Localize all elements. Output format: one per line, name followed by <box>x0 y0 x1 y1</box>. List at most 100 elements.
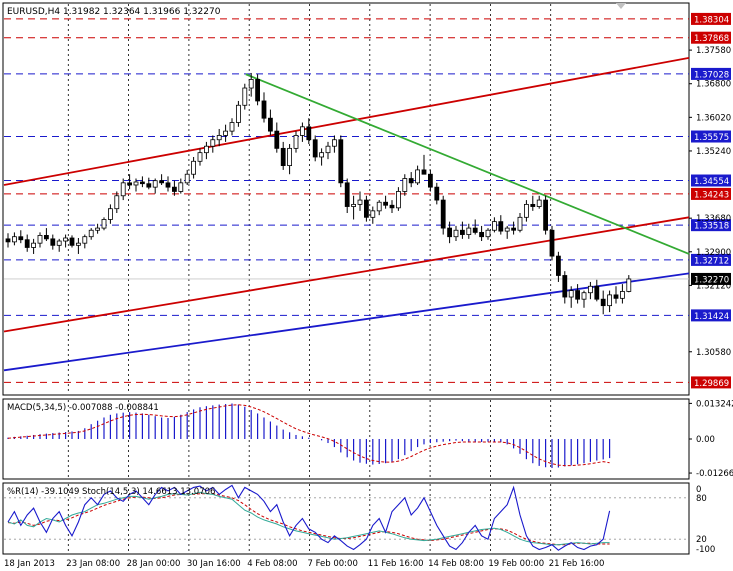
candle-body <box>223 130 229 136</box>
wpr-bottom-label: -100 <box>696 545 715 555</box>
x-tick-label: 4 Feb 08:00 <box>247 559 297 569</box>
candle-body <box>31 242 37 248</box>
x-tick-label: 19 Feb 00:00 <box>488 559 544 569</box>
candle-body <box>562 275 568 298</box>
axis-labels: 18 Jan 2013 23 Jan 08:00 28 Jan 00:00 30 Ja… <box>4 46 733 569</box>
chart-shift-marker-icon[interactable] <box>616 3 626 9</box>
trendline <box>245 73 690 255</box>
candle-body <box>299 126 305 136</box>
candle-body <box>44 235 49 240</box>
candle-body <box>415 169 421 184</box>
candle-body <box>402 178 408 192</box>
candle-body <box>395 191 401 209</box>
level-badge-label: 1.38304 <box>694 15 729 25</box>
candle-body <box>146 183 152 188</box>
candle-body <box>178 182 184 192</box>
wpr-top-label: 0 <box>696 485 701 495</box>
current-price-badge <box>691 272 731 285</box>
candle-body <box>472 227 478 233</box>
level-badge <box>691 174 731 187</box>
candle-body <box>498 221 504 232</box>
candle-body <box>363 199 369 218</box>
candle-body <box>421 169 427 175</box>
level-badge <box>691 12 731 25</box>
candle-body <box>82 236 88 244</box>
candle-body <box>24 239 30 248</box>
trendline <box>3 272 690 372</box>
level-badge-label: 1.29869 <box>694 379 729 389</box>
candle-body <box>274 130 280 149</box>
candle-body <box>159 180 165 184</box>
x-tick-label: 14 Feb 08:00 <box>428 559 484 569</box>
candle-body <box>568 290 574 298</box>
candle-body <box>530 203 536 207</box>
candle-body <box>293 135 299 149</box>
level-badge <box>691 67 731 80</box>
candle-body <box>95 227 100 231</box>
x-tick-label: 30 Jan 16:00 <box>187 559 241 569</box>
x-tick-label: 7 Feb 00:00 <box>308 559 358 569</box>
candle-body <box>56 240 62 246</box>
candle-body <box>50 238 56 246</box>
price-y-tick-label: 1.36800 <box>696 80 731 90</box>
candle-body <box>11 236 17 243</box>
x-tick-label: 21 Feb 16:00 <box>549 559 605 569</box>
oscillator-lines <box>4 484 689 551</box>
macd-panel-label: MACD(5,34,5) -0.007088 -0.008841 <box>7 403 159 413</box>
candle-body <box>408 178 414 184</box>
trendlines <box>3 56 690 372</box>
candle-body <box>389 204 395 209</box>
candle-body <box>549 229 555 257</box>
stoch-main-line <box>7 491 610 546</box>
level-badge-label: 1.35575 <box>694 133 729 143</box>
candle-body <box>242 87 248 106</box>
candle-body <box>504 227 510 232</box>
price-y-tick-label: 1.30580 <box>696 348 731 358</box>
level-badge <box>691 187 731 200</box>
level-badge <box>691 376 731 389</box>
level-badge-label: 1.33518 <box>694 222 729 232</box>
candle-body <box>69 237 75 246</box>
candle-body <box>18 236 24 241</box>
x-tick-label: 28 Jan 00:00 <box>127 559 181 569</box>
candle-body <box>76 242 81 246</box>
candle-body <box>453 229 459 238</box>
candle-body <box>581 292 587 300</box>
candle-body <box>306 126 312 141</box>
level-badge <box>691 31 731 44</box>
candle-body <box>319 152 325 158</box>
candle-body <box>191 160 197 175</box>
candle-body <box>427 173 433 188</box>
candle-body <box>63 237 68 242</box>
osc-y-tick-label: 20 <box>696 535 707 545</box>
price-y-tick-label: 1.35240 <box>696 147 731 157</box>
x-tick-label: 23 Jan 08:00 <box>66 559 120 569</box>
level-badge-label: 1.34554 <box>694 177 729 187</box>
candle-body <box>229 122 235 132</box>
candle-body <box>440 199 446 229</box>
price-y-tick-label: 1.36020 <box>696 113 731 123</box>
candle-body <box>88 229 94 238</box>
candle-body <box>312 139 318 158</box>
level-badge <box>691 253 731 266</box>
trendline <box>3 216 690 333</box>
oscillator-panel-label: %R(14) -39.1049 Stoch(14,5,3) 14.6613 13… <box>7 487 215 497</box>
level-badge-label: 1.37028 <box>694 70 729 80</box>
candle-body <box>536 199 542 207</box>
price-y-tick-label: 1.37580 <box>696 46 731 56</box>
vertical-gridlines <box>67 4 552 553</box>
candle-body <box>114 195 120 210</box>
macd-y-tick-label: 0.00 <box>696 435 715 445</box>
candle-body <box>434 186 440 201</box>
candle-body <box>620 291 625 299</box>
candle-body <box>543 199 548 231</box>
macd-histogram <box>7 403 611 469</box>
candle-body <box>447 227 453 238</box>
candle-body <box>120 182 126 197</box>
candle-body <box>37 235 43 244</box>
candle-body <box>197 152 203 162</box>
candle-body <box>491 221 497 231</box>
candles <box>5 72 632 315</box>
wpr-line <box>7 484 611 551</box>
